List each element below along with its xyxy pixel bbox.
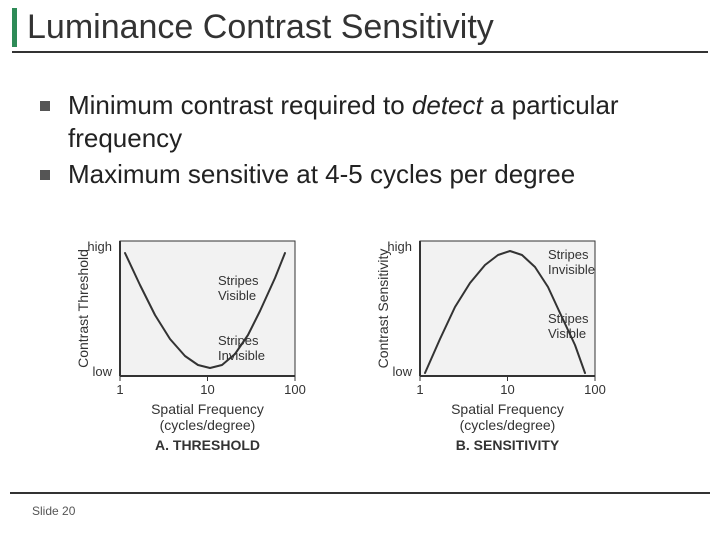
chart-threshold: 1 10 100 low highContrast Threshold Spatial F… xyxy=(70,223,350,473)
x-axis-label-2: (cycles/degree) xyxy=(460,417,556,433)
x-axis-label: Spatial Frequency xyxy=(151,401,264,417)
y-low-label: low xyxy=(92,364,112,379)
plot-background xyxy=(120,241,295,376)
annotation: Visible xyxy=(548,326,586,341)
y-axis-label: Contrast Threshold xyxy=(75,249,91,368)
x-axis-label-2: (cycles/degree) xyxy=(160,417,256,433)
slide-number: Slide 20 xyxy=(32,504,75,518)
bullet-pre: Maximum sensitive at 4-5 cycles per degr… xyxy=(68,159,575,189)
x-tick-label: 1 xyxy=(116,382,123,397)
y-low-label: low xyxy=(392,364,412,379)
x-tick-label: 10 xyxy=(200,382,214,397)
title-accent: Luminance Contrast Sensitivity xyxy=(12,8,708,47)
bullet-pre: Minimum contrast required to xyxy=(68,90,412,120)
page-title: Luminance Contrast Sensitivity xyxy=(27,8,494,46)
annotation: Invisible xyxy=(218,348,265,363)
footer-divider xyxy=(10,492,710,494)
chart-subtitle: A. THRESHOLD xyxy=(155,437,260,453)
chart-sensitivity: 1 10 100 low highContrast Sensitivity Spatial… xyxy=(370,223,650,473)
x-tick-label: 10 xyxy=(500,382,514,397)
x-axis-label: Spatial Frequency xyxy=(451,401,564,417)
title-bar: Luminance Contrast Sensitivity xyxy=(0,0,720,59)
y-axis-label: Contrast Sensitivity xyxy=(375,248,391,368)
annotation: Invisible xyxy=(548,262,595,277)
bullet-text: Minimum contrast required to detect a pa… xyxy=(68,89,696,154)
figure-area: 110100lowhighContrast ThresholdSpatial F… xyxy=(0,223,720,473)
bullet-list: Minimum contrast required to detect a pa… xyxy=(0,59,720,205)
annotation: Stripes xyxy=(548,247,589,262)
x-tick-label: 100 xyxy=(584,382,606,397)
bullet-em: detect xyxy=(412,90,483,120)
x-tick-label: 100 xyxy=(284,382,306,397)
bullet-text: Maximum sensitive at 4-5 cycles per degr… xyxy=(68,158,575,191)
bullet-icon xyxy=(40,170,50,180)
annotation: Stripes xyxy=(218,333,259,348)
x-tick-label: 1 xyxy=(416,382,423,397)
chart-subtitle: B. SENSITIVITY xyxy=(456,437,560,453)
title-underline xyxy=(12,51,708,53)
bullet-icon xyxy=(40,101,50,111)
annotation: Stripes xyxy=(548,311,589,326)
annotation: Stripes xyxy=(218,273,259,288)
y-high-label: high xyxy=(87,239,112,254)
list-item: Maximum sensitive at 4-5 cycles per degr… xyxy=(40,158,696,191)
annotation: Visible xyxy=(218,288,256,303)
list-item: Minimum contrast required to detect a pa… xyxy=(40,89,696,154)
y-high-label: high xyxy=(387,239,412,254)
